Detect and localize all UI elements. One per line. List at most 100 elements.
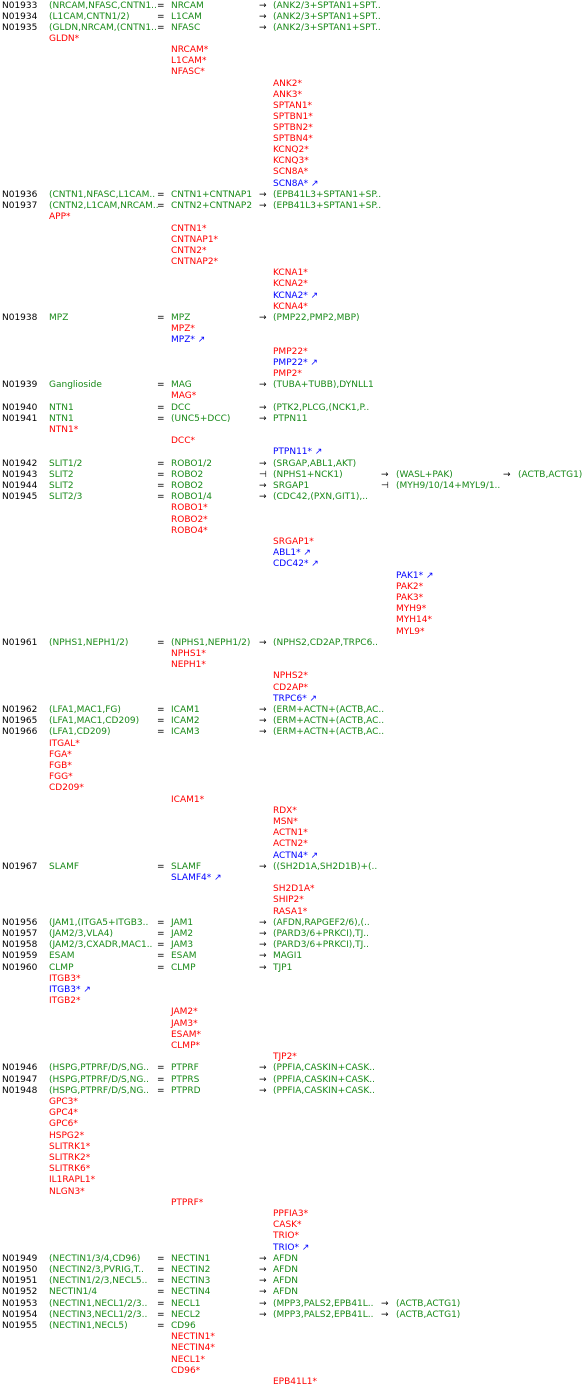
downstream-entry: PTPN11 [273, 414, 308, 424]
gene-annotation-row: SHIP2* [0, 895, 583, 907]
receptor-entry: NECTIN4 [171, 1287, 211, 1297]
gene-annotation-row: NEPH1* [0, 660, 583, 672]
gene-annotation-row: TRIO* ↗ [0, 1243, 583, 1255]
network-row: N01943 SLIT2 = ROBO2 ⊣ (NPHS1+NCK1) → (WASL+PAK… [0, 470, 583, 482]
downstream-entry: PTPN11* ↗ [273, 447, 323, 457]
network-row: N01933 (NRCAM,NFASC,CNTN1.. = NRCAM → (ANK2/3… [0, 1, 583, 13]
relation-symbol: → [259, 1075, 267, 1085]
ligand-entry: SLIT2 [49, 481, 74, 491]
gene-annotation-row: ROBO2* [0, 515, 583, 527]
gene-annotation-row: MSN* [0, 817, 583, 829]
gene-annotation-row: HSPG2* [0, 1131, 583, 1143]
ligand-entry: FGG* [49, 772, 73, 782]
relation-symbol: → [259, 1254, 267, 1264]
network-row: N01951 (NECTIN1/2/3,NECL5.. = NECTIN3 → AFDN [0, 1276, 583, 1288]
downstream-entry: (ANK2/3+SPTAN1+SPT.. [273, 12, 381, 22]
downstream-entry: MAGI1 [273, 951, 303, 961]
network-id: N01936 [2, 190, 38, 200]
relation-symbol: = [157, 1287, 165, 1297]
relation-symbol: = [157, 929, 165, 939]
network-id: N01954 [2, 1310, 38, 1320]
gene-annotation-row: PTPN11* ↗ [0, 447, 583, 459]
relation-symbol: → [259, 1086, 267, 1096]
receptor-entry: ICAM1* [171, 795, 205, 805]
relation-symbol: ⊣ [259, 470, 267, 480]
receptor-entry: (NPHS1,NEPH1/2) [171, 638, 251, 648]
receptor-entry: NRCAM* [171, 45, 209, 55]
downstream-entry: (MYH9/10/14+MYL9/1.. [396, 481, 501, 491]
receptor-entry: ICAM2 [171, 716, 200, 726]
gene-annotation-row: CNTN2* [0, 246, 583, 258]
downstream-entry: (PARD3/6+PRKCI),TJ.. [273, 940, 370, 950]
gene-annotation-row: SCN8A* ↗ [0, 179, 583, 191]
gene-annotation-row: SRGAP1* [0, 537, 583, 549]
downstream-entry: AFDN [273, 1254, 298, 1264]
receptor-entry: (UNC5+DCC) [171, 414, 231, 424]
network-id: N01951 [2, 1276, 38, 1286]
gene-annotation-row: ACTN4* ↗ [0, 851, 583, 863]
relation-symbol: = [157, 414, 165, 424]
gene-annotation-row: ITGB3* [0, 974, 583, 986]
network-id: N01939 [2, 380, 38, 390]
receptor-entry: L1CAM* [171, 56, 207, 66]
ligand-entry: GPC6* [49, 1119, 78, 1129]
network-id: N01962 [2, 705, 38, 715]
gene-annotation-row: KCNA1* [0, 268, 583, 280]
downstream-entry: (ACTB,ACTG1) [396, 1310, 461, 1320]
relation-symbol: = [157, 951, 165, 961]
network-id: N01961 [2, 638, 38, 648]
downstream-entry: KCNA4* [273, 302, 308, 312]
ligand-entry: (HSPG,PTPRF/D/S,NG.. [49, 1063, 150, 1073]
receptor-entry: NECTIN1 [171, 1254, 211, 1264]
downstream-entry: CD2AP* [273, 683, 309, 693]
ligand-entry: IL1RAPL1* [49, 1175, 96, 1185]
network-row: N01936 (CNTN1,NFASC,L1CAM.. = CNTN1+CNTNAP1… [0, 190, 583, 202]
downstream-entry: (PPFIA,CASKIN+CASK.. [273, 1075, 375, 1085]
relation-symbol: = [157, 940, 165, 950]
relation-symbol: = [157, 716, 165, 726]
ligand-entry: NTN1 [49, 403, 74, 413]
downstream-entry: (NPHS1+NCK1) [273, 470, 343, 480]
downstream-entry: AFDN [273, 1265, 298, 1275]
relation-symbol: → [381, 1310, 389, 1320]
network-id: N01950 [2, 1265, 38, 1275]
downstream-entry: CDC42* ↗ [273, 559, 319, 569]
network-id: N01960 [2, 963, 38, 973]
gene-annotation-row: ROBO4* [0, 526, 583, 538]
receptor-entry: MAG* [171, 391, 197, 401]
ligand-entry: CLMP [49, 963, 74, 973]
downstream-entry: ((SH2D1A,SH2D1B)+(.. [273, 862, 378, 872]
downstream-entry: PAK3* [396, 593, 424, 603]
receptor-entry: SLAMF4* ↗ [171, 873, 222, 883]
network-row: N01942 SLIT1/2 = ROBO1/2 → (SRGAP,ABL1,AKT) [0, 459, 583, 471]
network-row: N01958 (JAM2/3,CXADR,MAC1.. = JAM3 → (PARD3/6… [0, 940, 583, 952]
network-id: N01967 [2, 862, 38, 872]
network-row: N01954 (NECTIN3,NECL1/2/3.. = NECL2 → (MPP3,P… [0, 1310, 583, 1322]
downstream-entry: TJP2* [273, 1052, 297, 1062]
gene-annotation-row: SLITRK2* [0, 1153, 583, 1165]
downstream-entry: (MPP3,PALS2,EPB41L.. [273, 1299, 374, 1309]
relation-symbol: → [259, 12, 267, 22]
relation-symbol: → [381, 470, 389, 480]
relation-symbol: = [157, 918, 165, 928]
ligand-entry: (GLDN,NRCAM,(CNTN1.. [49, 23, 157, 33]
relation-symbol: → [259, 705, 267, 715]
network-row: N01944 SLIT2 = ROBO2 → SRGAP1 ⊣ (MYH9/10/14+MYL… [0, 481, 583, 493]
downstream-entry: (ERM+ACTN+(ACTB,AC.. [273, 727, 385, 737]
gene-annotation-row: SLAMF4* ↗ [0, 873, 583, 885]
relation-symbol: → [259, 1287, 267, 1297]
relation-symbol: → [259, 492, 267, 502]
relation-symbol: → [259, 940, 267, 950]
receptor-entry: NEPH1* [171, 660, 206, 670]
network-id: N01940 [2, 403, 38, 413]
relation-symbol: = [157, 1276, 165, 1286]
relation-symbol: = [157, 1299, 165, 1309]
downstream-entry: SPTBN1* [273, 112, 313, 122]
relation-symbol: → [503, 470, 511, 480]
network-id: N01933 [2, 1, 38, 11]
network-id: N01956 [2, 918, 38, 928]
gene-annotation-row: MYH9* [0, 604, 583, 616]
downstream-entry: ANK2* [273, 79, 303, 89]
ligand-entry: SLITRK2* [49, 1153, 91, 1163]
receptor-entry: NECL2 [171, 1310, 201, 1320]
